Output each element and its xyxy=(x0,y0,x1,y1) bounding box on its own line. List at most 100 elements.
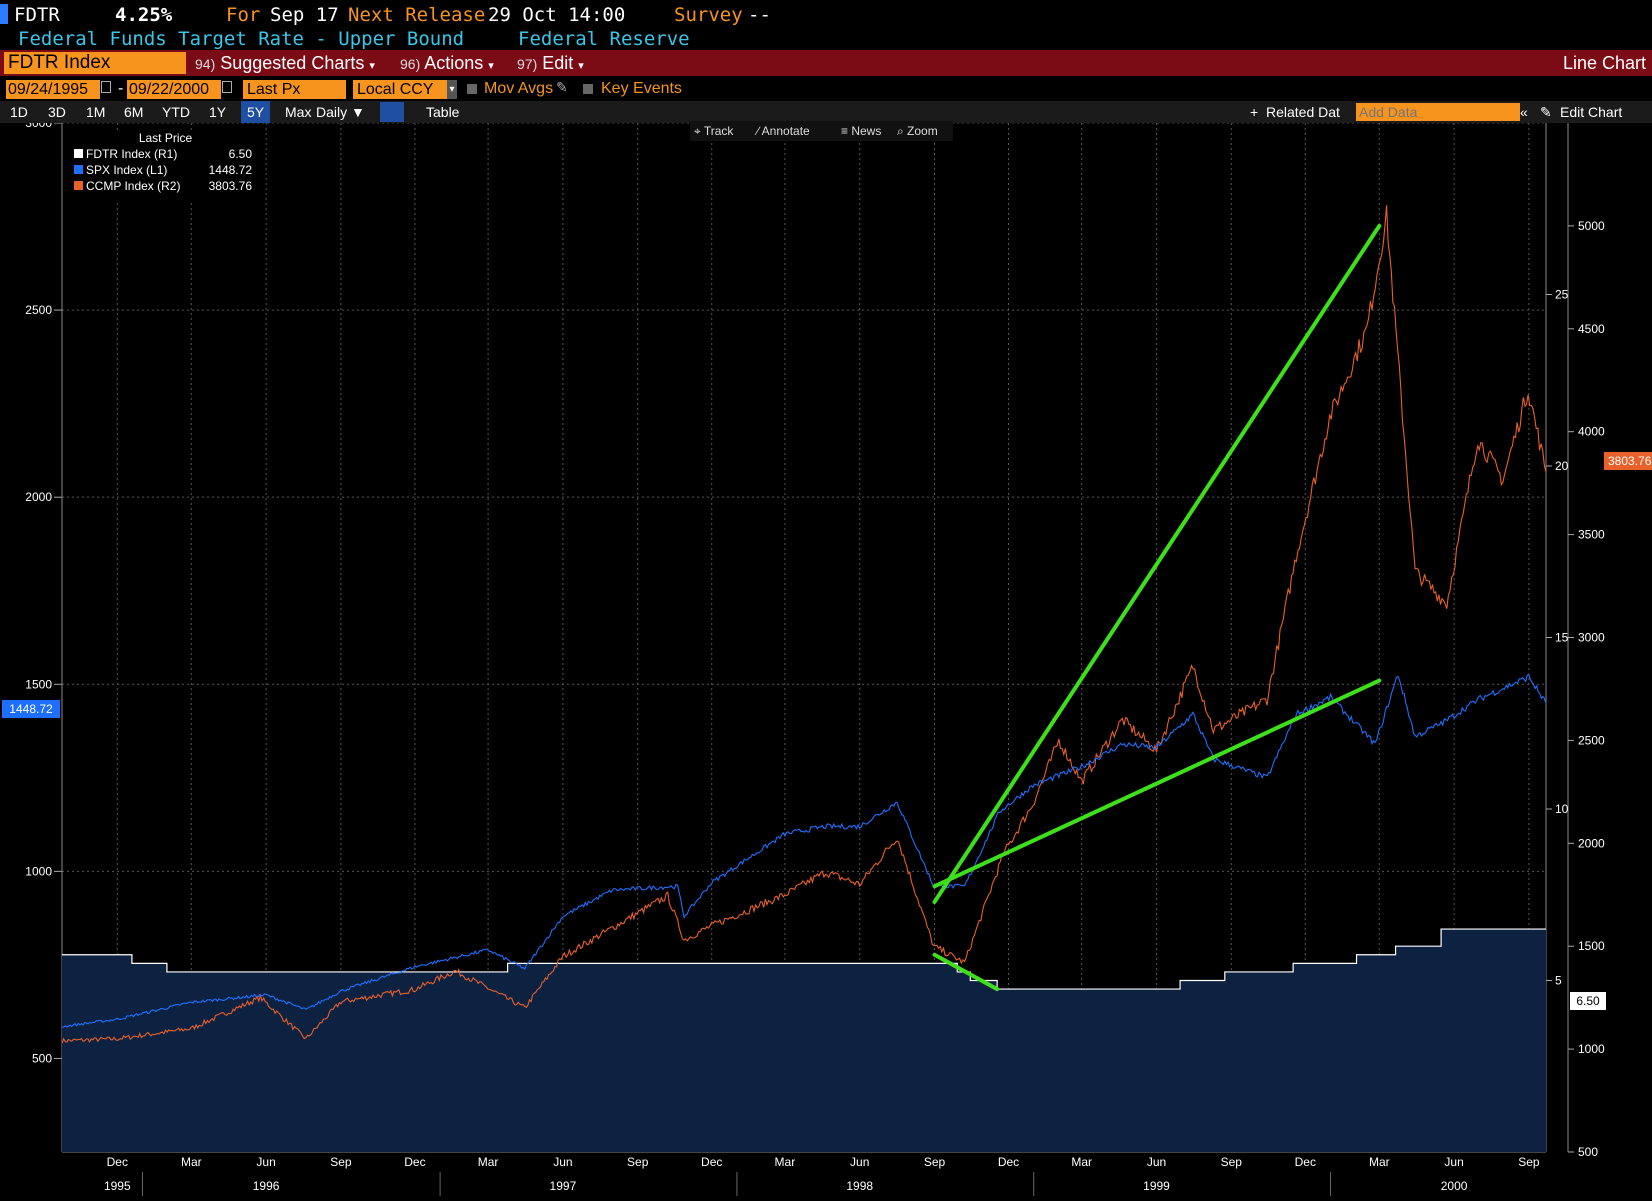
chart-controls-row: 09/24/1995 - 09/22/2000 Last Px Local CC… xyxy=(0,78,1652,102)
suggested-charts-menu[interactable]: 94) Suggested Charts ▾ xyxy=(195,52,375,74)
legend-swatch xyxy=(74,149,83,158)
y-right1-tick-label: 5 xyxy=(1555,974,1562,988)
tool-track[interactable]: ⌖ Track xyxy=(694,124,734,138)
security-input[interactable]: FDTR Index xyxy=(4,52,186,74)
legend-series-name: SPX Index (L1) xyxy=(86,163,168,177)
x-month-label: Dec xyxy=(998,1155,1019,1169)
chevron-down-icon: ▾ xyxy=(578,60,584,72)
spx-last-price-tag: 1448.72 xyxy=(2,700,60,718)
x-month-label: Jun xyxy=(553,1155,572,1169)
y-right2-tick-label: 500 xyxy=(1578,1145,1598,1159)
survey-label: Survey xyxy=(674,4,743,26)
frequency-value: Daily xyxy=(316,104,348,120)
end-date-field[interactable]: 09/22/2000 xyxy=(127,80,221,99)
x-month-label: Mar xyxy=(775,1155,796,1169)
tool-zoom[interactable]: ⌕ Zoom xyxy=(897,124,938,138)
y-left-tick-label: 2500 xyxy=(25,303,52,317)
period-button-ytd[interactable]: YTD xyxy=(162,104,190,120)
calendar-icon[interactable] xyxy=(222,81,232,93)
x-month-label: Sep xyxy=(1221,1155,1243,1169)
edit-chart-button[interactable]: Edit Chart xyxy=(1560,104,1623,120)
x-month-label: Jun xyxy=(1147,1155,1166,1169)
legend-item[interactable]: SPX Index (L1) 1448.72 xyxy=(71,162,256,178)
pencil-icon[interactable]: ✎ xyxy=(1540,104,1552,120)
fdtr-last-price-tag: 6.50 xyxy=(1570,992,1606,1010)
chevron-down-icon[interactable]: ▾ xyxy=(447,80,457,99)
field-selector-value: Last Px xyxy=(247,81,301,98)
table-button[interactable]: Table xyxy=(426,104,460,120)
y-right1-tick-label: 20 xyxy=(1555,459,1569,473)
chevron-down-icon: ▼ xyxy=(351,104,365,120)
next-release-label: Next Release xyxy=(348,4,486,26)
x-year-label: 1998 xyxy=(846,1179,873,1193)
period-button-1d[interactable]: 1D xyxy=(10,104,28,120)
legend-items: FDTR Index (R1) 6.50 SPX Index (L1) 1448.72… xyxy=(71,146,256,194)
x-month-label: Dec xyxy=(1295,1155,1316,1169)
fdtr-series-line xyxy=(62,928,1546,990)
x-year-label: 1996 xyxy=(253,1179,280,1193)
x-month-label: Dec xyxy=(404,1155,425,1169)
calendar-icon[interactable] xyxy=(101,81,111,93)
period-button-6m[interactable]: 6M xyxy=(124,104,144,120)
ticker-marker xyxy=(0,4,8,24)
period-button-5y[interactable]: 5Y xyxy=(241,101,271,123)
x-year-label: 1997 xyxy=(550,1179,577,1193)
data-source: Federal Reserve xyxy=(518,28,690,50)
chart-legend: Last Price FDTR Index (R1) 6.50 SPX Index … xyxy=(71,130,256,200)
y-left-tick-label: 3000 xyxy=(25,123,52,130)
pencil-icon[interactable]: ✎ xyxy=(556,79,568,95)
annotation-trendline xyxy=(932,678,1382,889)
field-selector[interactable]: Last Px xyxy=(243,80,346,99)
x-month-label: Jun xyxy=(1444,1155,1463,1169)
chevron-down-icon: ▾ xyxy=(369,60,375,72)
y-right2-tick-label: 1500 xyxy=(1578,939,1605,953)
chart-tools: ⌖ Track ∕ Annotate ≡ News ⌕ Zoom xyxy=(690,121,953,141)
frequency-selector[interactable]: Daily ▼ xyxy=(310,101,371,123)
currency-selector[interactable]: Local CCY xyxy=(353,80,447,99)
x-year-label: 1995 xyxy=(104,1179,131,1193)
x-year-label: 2000 xyxy=(1441,1179,1468,1193)
end-date-value: 09/22/2000 xyxy=(129,81,210,98)
ticker[interactable]: FDTR xyxy=(14,4,60,26)
y-right2-tick-label: 4500 xyxy=(1578,322,1605,336)
period-button-max[interactable]: Max xyxy=(285,104,312,120)
related-data-button[interactable]: Related Dat xyxy=(1266,104,1340,120)
mov-avgs-label[interactable]: Mov Avgs xyxy=(484,80,554,97)
plus-icon[interactable]: + xyxy=(1250,104,1259,120)
legend-series-value: 3803.76 xyxy=(208,179,252,193)
edit-menu[interactable]: 97) Edit ▾ xyxy=(517,52,584,74)
edit-label: Edit xyxy=(542,53,574,73)
key-events-label[interactable]: Key Events xyxy=(601,80,682,97)
price-chart[interactable]: Dec Mar Jun Sep Dec Mar Jun Sep Dec Mar Jun Sep Dec M… xyxy=(0,123,1652,1201)
legend-swatch xyxy=(74,165,83,174)
for-date: Sep 17 xyxy=(270,4,339,26)
currency-selector-value: Local CCY xyxy=(357,81,434,98)
y-left-tick-label: 2000 xyxy=(25,490,52,504)
fdtr-last-price: 6.50 xyxy=(1576,994,1600,1008)
next-release-value: 29 Oct 14:00 xyxy=(488,4,626,26)
tool-news[interactable]: ≡ News xyxy=(841,124,882,138)
security-input-value: FDTR Index xyxy=(8,52,111,73)
x-month-label: Mar xyxy=(181,1155,202,1169)
tool-annotate[interactable]: ∕ Annotate xyxy=(757,124,810,138)
mov-avgs-checkbox[interactable] xyxy=(467,84,477,94)
x-month-label: Jun xyxy=(850,1155,869,1169)
add-data-input[interactable] xyxy=(1356,103,1520,121)
period-button-1m[interactable]: 1M xyxy=(86,104,106,120)
legend-item[interactable]: FDTR Index (R1) 6.50 xyxy=(71,146,256,162)
period-button-3d[interactable]: 3D xyxy=(48,104,66,120)
suggested-charts-label: Suggested Charts xyxy=(220,53,365,73)
period-button-1y[interactable]: 1Y xyxy=(209,104,227,120)
y-right2-tick-label: 2000 xyxy=(1578,836,1605,850)
line-chart-toggle-icon[interactable] xyxy=(380,102,404,122)
start-date-value: 09/24/1995 xyxy=(8,81,89,98)
actions-menu[interactable]: 96) Actions ▾ xyxy=(400,52,494,74)
collapse-icon[interactable]: « xyxy=(1520,104,1528,120)
key-events-checkbox[interactable] xyxy=(583,84,593,94)
legend-item[interactable]: CCMP Index (R2) 3803.76 xyxy=(71,178,256,194)
security-description: Federal Funds Target Rate - Upper Bound xyxy=(18,28,465,50)
start-date-field[interactable]: 09/24/1995 xyxy=(6,80,100,99)
ccmp-series-line xyxy=(61,205,1547,1044)
legend-series-name: FDTR Index (R1) xyxy=(86,147,178,161)
spx-series-line xyxy=(61,674,1547,1028)
